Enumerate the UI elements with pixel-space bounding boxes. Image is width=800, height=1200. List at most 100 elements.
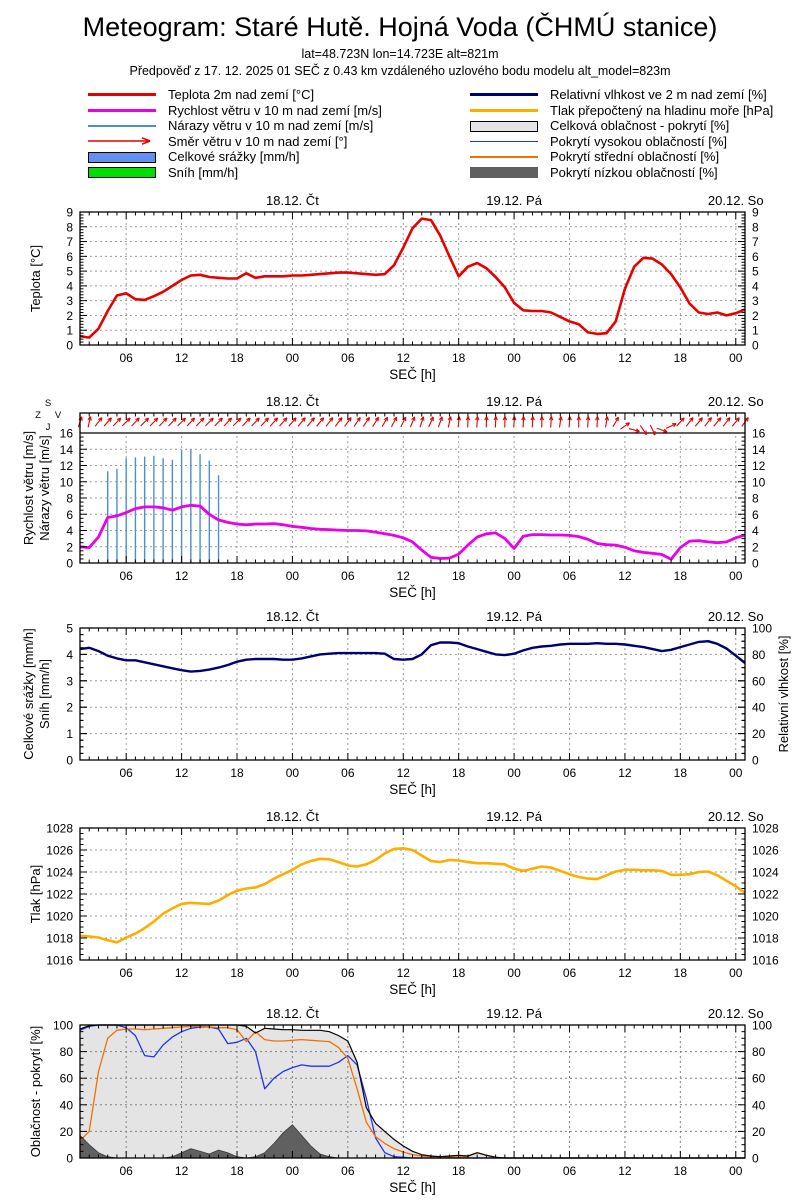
svg-text:2: 2 (752, 309, 759, 323)
svg-text:06: 06 (120, 1164, 134, 1178)
series-line (79, 640, 746, 673)
svg-text:18: 18 (452, 569, 466, 583)
svg-text:Relativní vlhkost [%]: Relativní vlhkost [%] (776, 635, 791, 752)
legend-item: Relativní vlhkost ve 2 m nad zemí [%] (470, 87, 773, 103)
svg-text:Celkové srážky [mm/h]: Celkové srážky [mm/h] (21, 628, 36, 759)
svg-text:18: 18 (230, 966, 244, 980)
svg-text:100: 100 (752, 1019, 772, 1033)
svg-text:Nárazy větru [m/s]: Nárazy větru [m/s] (37, 435, 52, 540)
legend-label: Pokrytí střední oblačností [%] (550, 149, 720, 165)
svg-text:00: 00 (729, 351, 743, 365)
svg-text:8: 8 (66, 220, 73, 234)
svg-text:12: 12 (397, 1164, 411, 1178)
svg-text:8: 8 (752, 220, 759, 234)
legend-swatch-line-icon (88, 104, 156, 116)
svg-text:100: 100 (53, 1019, 73, 1033)
svg-text:3: 3 (66, 674, 73, 688)
legend-right-column: Relativní vlhkost ve 2 m nad zemí [%] Tla… (470, 87, 773, 180)
svg-text:Rychlost větru [m/s]: Rychlost větru [m/s] (21, 431, 36, 545)
svg-text:18.12. Čt: 18.12. Čt (266, 193, 319, 208)
svg-text:00: 00 (507, 351, 521, 365)
svg-text:20.12. So: 20.12. So (708, 1006, 764, 1021)
svg-text:18: 18 (674, 966, 688, 980)
svg-text:8: 8 (752, 492, 759, 506)
svg-text:60: 60 (752, 674, 766, 688)
svg-text:0: 0 (752, 339, 759, 353)
svg-text:S: S (45, 398, 51, 409)
svg-text:1020: 1020 (752, 910, 779, 924)
svg-text:19.12. Pá: 19.12. Pá (486, 394, 542, 409)
svg-text:5: 5 (66, 265, 73, 279)
svg-text:12: 12 (397, 766, 411, 780)
svg-text:06: 06 (341, 351, 355, 365)
svg-text:80: 80 (60, 1045, 74, 1059)
svg-text:10: 10 (60, 475, 74, 489)
svg-text:16: 16 (60, 427, 74, 441)
svg-text:1026: 1026 (46, 844, 73, 858)
legend-swatch-line-icon (470, 135, 538, 147)
legend-label: Rychlost větru v 10 m nad zemí [m/s] (168, 102, 382, 118)
legend-label: Nárazy větru v 10 m nad zemí [m/s] (168, 118, 374, 134)
svg-text:2: 2 (66, 540, 73, 554)
svg-text:2: 2 (66, 701, 73, 715)
svg-text:SEČ [h]: SEČ [h] (389, 1180, 436, 1195)
legend-swatch-line-icon (470, 151, 538, 163)
svg-text:Tlak [hPa]: Tlak [hPa] (28, 865, 43, 924)
legend-label: Pokrytí vysokou oblačností [%] (550, 133, 728, 149)
svg-text:12: 12 (175, 569, 189, 583)
svg-text:18: 18 (230, 766, 244, 780)
series-line (79, 846, 746, 944)
svg-text:7: 7 (752, 235, 759, 249)
svg-text:19.12. Pá: 19.12. Pá (486, 1006, 542, 1021)
svg-text:12: 12 (397, 351, 411, 365)
svg-text:00: 00 (729, 766, 743, 780)
legend-item: Teplota 2m nad zemí [°C] (88, 87, 382, 103)
page-title: Meteogram: Staré Hutě. Hojná Voda (ČHMÚ … (82, 12, 718, 42)
legend-label: Směr větru v 10 m nad zemí [°] (168, 133, 348, 149)
svg-text:10: 10 (752, 475, 766, 489)
svg-text:00: 00 (507, 1164, 521, 1178)
svg-text:19.12. Pá: 19.12. Pá (486, 609, 542, 624)
svg-text:14: 14 (752, 443, 766, 457)
svg-text:18: 18 (674, 569, 688, 583)
svg-text:06: 06 (563, 351, 577, 365)
svg-text:1020: 1020 (46, 910, 73, 924)
svg-text:20.12. So: 20.12. So (708, 193, 764, 208)
svg-text:4: 4 (66, 279, 73, 293)
svg-text:06: 06 (341, 569, 355, 583)
svg-text:06: 06 (120, 966, 134, 980)
legend-item: Rychlost větru v 10 m nad zemí [m/s] (88, 103, 382, 119)
subtitle-location: lat=48.723N lon=14.723E alt=821m (301, 47, 499, 61)
svg-text:SEČ [h]: SEČ [h] (389, 367, 436, 382)
legend-item: Celkové srážky [mm/h] (88, 149, 382, 165)
svg-text:00: 00 (507, 966, 521, 980)
svg-text:1016: 1016 (752, 954, 779, 968)
svg-text:SEČ [h]: SEČ [h] (389, 585, 436, 600)
svg-text:SEČ [h]: SEČ [h] (389, 782, 436, 797)
svg-text:12: 12 (618, 1164, 632, 1178)
legend-label: Pokrytí nízkou oblačností [%] (550, 164, 718, 180)
legend-item: Sníh [mm/h] (88, 165, 382, 181)
svg-text:16: 16 (752, 427, 766, 441)
svg-text:18: 18 (674, 351, 688, 365)
svg-text:18: 18 (452, 966, 466, 980)
svg-text:2: 2 (752, 540, 759, 554)
legend-item: Pokrytí vysokou oblačností [%] (470, 134, 773, 150)
legend-swatch-line-icon (88, 120, 156, 132)
svg-text:12: 12 (618, 766, 632, 780)
svg-text:00: 00 (286, 966, 300, 980)
svg-text:14: 14 (60, 443, 74, 457)
svg-text:19.12. Pá: 19.12. Pá (486, 809, 542, 824)
svg-text:4: 4 (66, 648, 73, 662)
svg-text:9: 9 (66, 206, 73, 220)
svg-text:06: 06 (341, 766, 355, 780)
series-line (79, 503, 746, 561)
svg-text:0: 0 (752, 754, 759, 768)
svg-text:06: 06 (120, 351, 134, 365)
legend-label: Sníh [mm/h] (168, 164, 239, 180)
svg-text:0: 0 (752, 557, 759, 571)
legend-swatch-line-icon (470, 89, 538, 101)
